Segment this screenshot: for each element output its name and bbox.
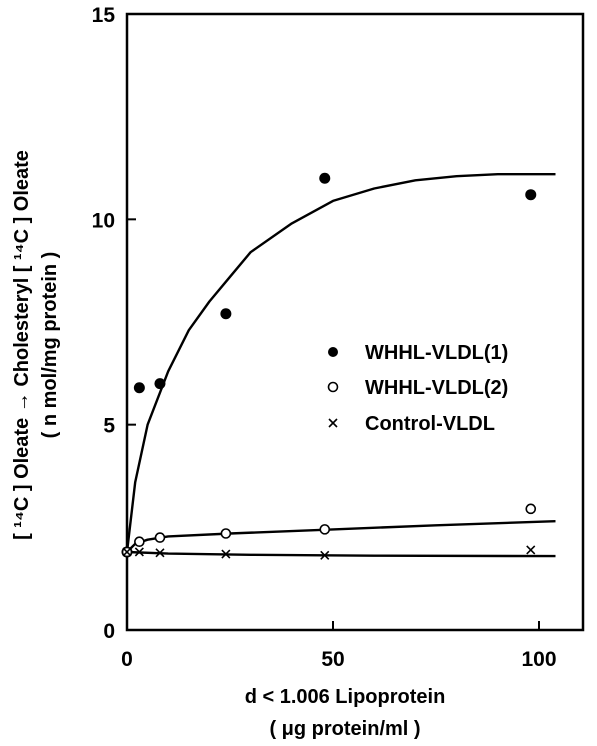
y-axis-sublabel: ( n mol/mg protein ) (39, 252, 61, 439)
legend-label-whhl-vldl-2: WHHL-VLDL(2) (365, 377, 508, 399)
data-point-series-2 (154, 532, 166, 543)
data-point-series-3 (134, 547, 144, 557)
y-tick-label: 5 (103, 415, 115, 438)
x-axis-label: d < 1.006 Lipoprotein (245, 686, 446, 708)
x-tick-label: 0 (121, 648, 133, 671)
fit-curve-series-3 (126, 550, 556, 558)
data-point-series-3 (526, 545, 536, 555)
legend-label-control-vldl: Control-VLDL (365, 413, 495, 435)
data-point-series-3 (320, 550, 330, 560)
x-tick-label: 50 (321, 648, 344, 671)
plot-border (125, 12, 585, 632)
fit-curves (125, 173, 556, 558)
data-point-series-3 (155, 548, 165, 558)
legend-marker-whhl-vldl-1 (328, 347, 338, 357)
data-point-series-2 (220, 528, 232, 539)
data-points (121, 172, 537, 560)
data-point-series-2 (525, 503, 537, 515)
data-point-series-2 (319, 524, 331, 535)
data-point-series-1 (133, 382, 145, 394)
x-axis-sublabel: ( μg protein/ml ) (269, 718, 420, 740)
legend-marker-control-vldl (328, 418, 338, 428)
y-axis-label: [ ¹⁴C ] Oleate → Cholesteryl [ ¹⁴C ] Ole… (11, 150, 33, 540)
fit-curve-series-2 (126, 520, 556, 553)
plot-frame (125, 12, 585, 632)
y-tick-label: 15 (92, 4, 116, 27)
fit-curve-series-1 (125, 173, 556, 553)
data-point-series-3 (122, 547, 132, 557)
data-point-series-3 (221, 549, 231, 559)
legend-marker-whhl-vldl-2 (327, 381, 339, 393)
legend: WHHL-VLDL(1) WHHL-VLDL(2) Control-VLDL (327, 342, 508, 435)
axis-ticks: 0 50 100 0 5 10 15 (92, 4, 557, 671)
data-point-series-2 (134, 536, 145, 548)
data-point-series-1 (525, 189, 537, 201)
legend-label-whhl-vldl-1: WHHL-VLDL(1) (365, 342, 508, 364)
data-point-series-1 (319, 172, 331, 184)
y-tick-label: 10 (92, 209, 115, 232)
data-point-series-1 (154, 378, 166, 390)
x-tick-label: 100 (521, 648, 556, 671)
y-tick-label: 0 (103, 620, 115, 643)
data-point-series-1 (220, 308, 232, 320)
